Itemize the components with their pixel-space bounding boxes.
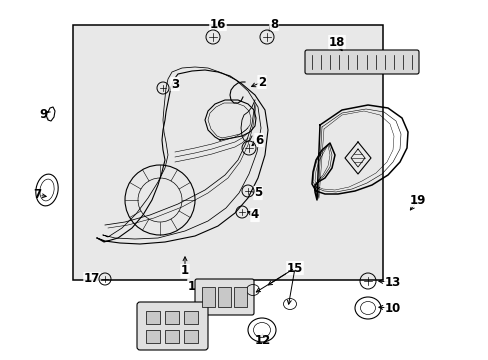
Text: 4: 4 <box>250 208 259 221</box>
Bar <box>183 330 198 343</box>
FancyBboxPatch shape <box>137 302 207 350</box>
Text: 10: 10 <box>384 302 400 315</box>
Text: 11: 11 <box>146 319 163 332</box>
Text: 2: 2 <box>257 76 265 89</box>
Text: 8: 8 <box>269 18 278 31</box>
Bar <box>164 330 179 343</box>
Text: 7: 7 <box>33 189 41 202</box>
FancyBboxPatch shape <box>195 279 253 315</box>
Text: 6: 6 <box>254 134 263 147</box>
Text: 17: 17 <box>84 273 100 285</box>
Text: 1: 1 <box>181 265 189 278</box>
Bar <box>234 287 246 307</box>
Bar <box>202 287 215 307</box>
Text: 5: 5 <box>253 186 262 199</box>
Text: 9: 9 <box>40 108 48 122</box>
Bar <box>183 311 198 324</box>
Bar <box>146 311 160 324</box>
Text: 12: 12 <box>254 333 270 346</box>
Text: 18: 18 <box>328 36 345 49</box>
Text: 16: 16 <box>209 18 226 31</box>
Bar <box>164 311 179 324</box>
Text: 3: 3 <box>171 77 179 90</box>
Bar <box>146 330 160 343</box>
Bar <box>218 287 230 307</box>
Text: 19: 19 <box>409 194 426 207</box>
FancyBboxPatch shape <box>305 50 418 74</box>
Text: 15: 15 <box>286 261 303 274</box>
Bar <box>73 25 382 280</box>
Text: 14: 14 <box>187 279 204 292</box>
Text: 13: 13 <box>384 275 400 288</box>
